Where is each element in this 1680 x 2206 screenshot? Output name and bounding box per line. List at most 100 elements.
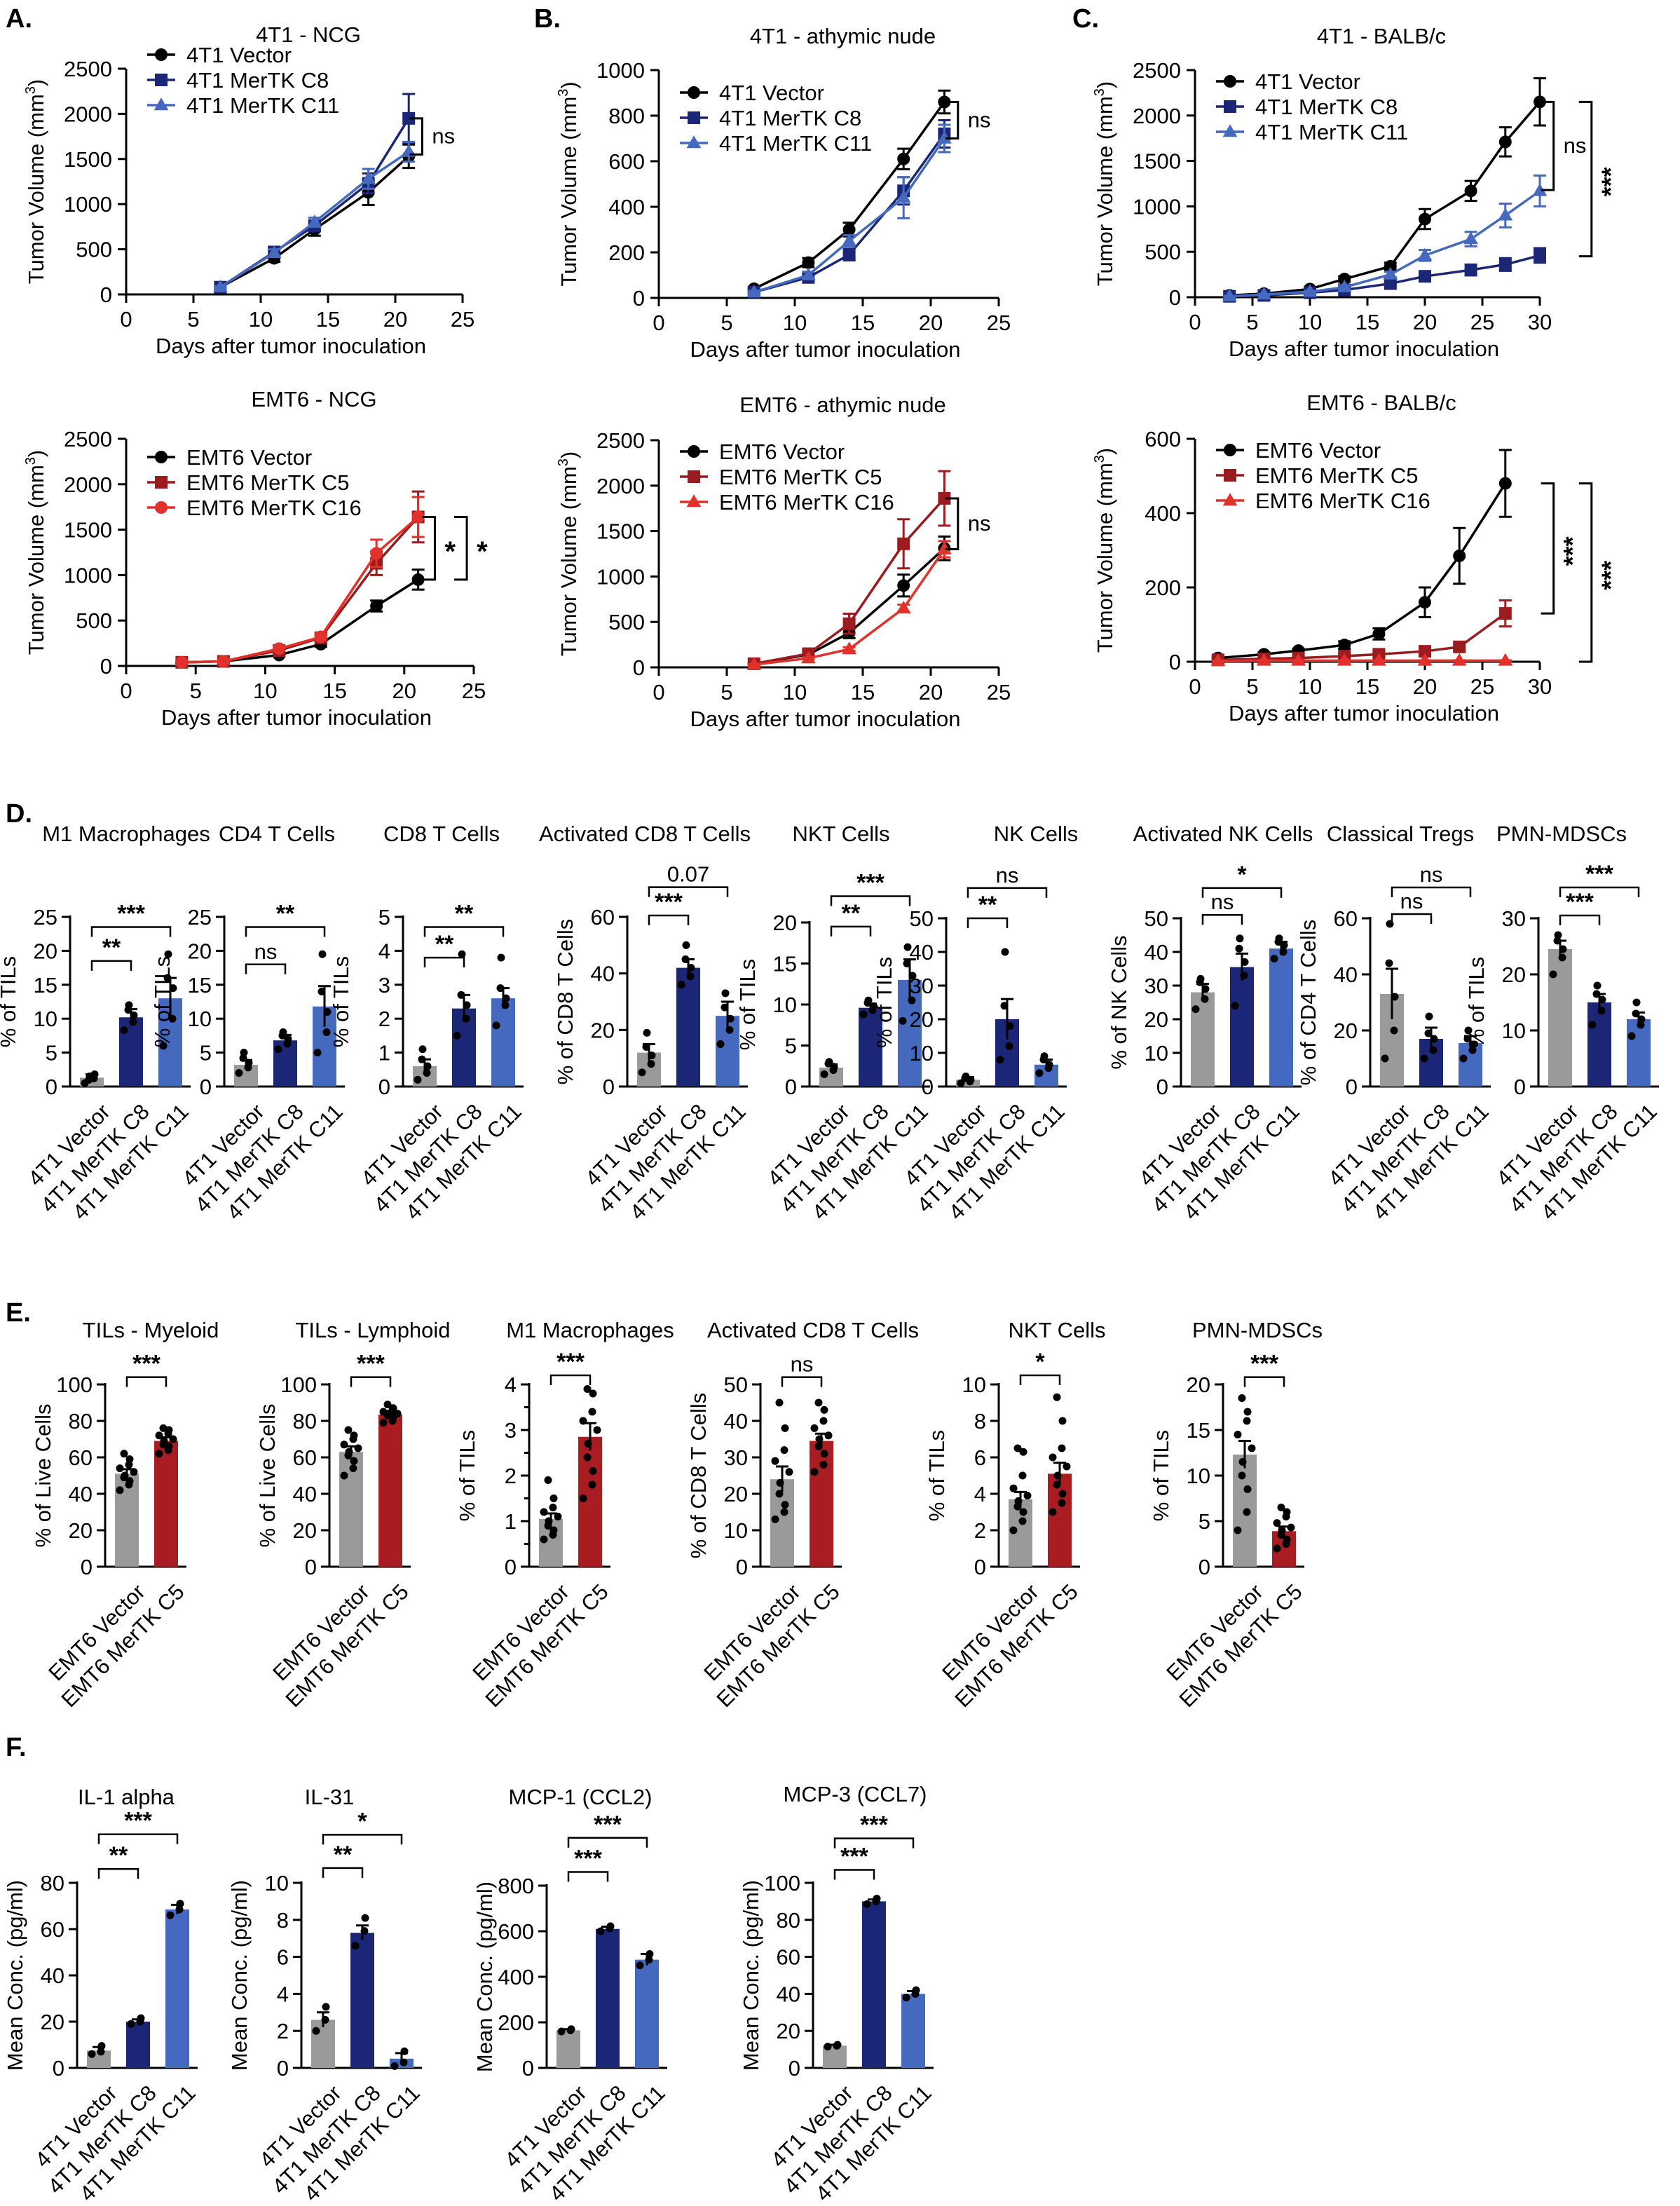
x-tick-label: 15 xyxy=(1355,310,1379,334)
bracket-line xyxy=(833,1869,875,1880)
data-point xyxy=(125,1477,134,1485)
bracket-line xyxy=(781,1376,823,1387)
data-point xyxy=(1014,1497,1023,1505)
x-axis-label: Days after tumor inoculation xyxy=(161,705,432,730)
legend-marker xyxy=(688,111,700,124)
data-point xyxy=(549,1504,557,1511)
panel-label-b: B. xyxy=(534,4,561,34)
y-tick-label: 400 xyxy=(608,195,645,219)
x-tick-label: 0 xyxy=(1189,310,1201,334)
data-point xyxy=(1337,653,1352,666)
data-point xyxy=(127,2020,135,2028)
y-tick-label: 40 xyxy=(1145,940,1168,965)
significance-label: ** xyxy=(978,892,997,918)
data-point xyxy=(497,953,505,962)
legend-label: 4T1 Vector xyxy=(1255,69,1360,94)
data-point xyxy=(217,655,230,668)
bracket-line xyxy=(245,926,326,937)
bracket-line xyxy=(350,1376,392,1387)
significance-label: *** xyxy=(655,889,683,915)
significance-label: *** xyxy=(556,1349,585,1375)
y-tick-label: 4 xyxy=(378,939,390,963)
y-tick-label: 800 xyxy=(608,104,645,128)
bracket-line xyxy=(648,914,690,925)
data-point xyxy=(86,1072,94,1080)
y-tick-label: 40 xyxy=(777,1982,800,2006)
legend-label: EMT6 Vector xyxy=(186,445,312,470)
y-axis-label: % of TILs xyxy=(455,1430,479,1521)
data-point xyxy=(1006,1022,1014,1030)
y-tick-label: 20 xyxy=(910,1007,934,1032)
data-point xyxy=(819,1417,828,1425)
y-tick-label: 2500 xyxy=(64,427,112,451)
data-point xyxy=(97,2042,106,2050)
data-point xyxy=(389,1404,397,1412)
data-point xyxy=(775,1490,784,1498)
bar xyxy=(378,1414,402,1567)
chart-title: Classical Tregs xyxy=(1327,822,1474,846)
data-point xyxy=(554,1513,562,1520)
y-tick-label: 1500 xyxy=(1133,149,1181,174)
y-tick-label: 0 xyxy=(1346,1075,1358,1099)
data-point xyxy=(1452,653,1467,666)
bar xyxy=(126,2022,150,2068)
y-tick-label: 30 xyxy=(1145,974,1168,998)
data-point xyxy=(349,1464,357,1473)
y-tick-label: 0 xyxy=(1169,650,1181,674)
y-tick-label: 1000 xyxy=(596,58,645,83)
x-tick-label: 20 xyxy=(1413,674,1437,699)
significance-bracket: ** xyxy=(830,900,872,937)
bracket-line xyxy=(1578,482,1593,663)
bar xyxy=(1048,1473,1072,1567)
x-tick-label: 10 xyxy=(1298,310,1322,334)
chart-title: 4T1 - BALB/c xyxy=(1317,24,1446,48)
y-tick-label: 0 xyxy=(378,1075,390,1099)
data-point xyxy=(1035,1069,1044,1077)
chart-title: 4T1 - NCG xyxy=(256,22,361,47)
significance-bracket: * xyxy=(1201,862,1283,898)
significance-bracket: *** xyxy=(1541,482,1587,615)
data-point xyxy=(1419,645,1431,658)
y-tick-label: 60 xyxy=(293,1445,317,1470)
data-point xyxy=(383,1401,392,1409)
legend-label: EMT6 Vector xyxy=(719,440,845,464)
data-point xyxy=(686,972,695,981)
data-point xyxy=(1464,264,1477,277)
data-point xyxy=(902,1994,910,2002)
x-tick-label: 5 xyxy=(721,311,732,335)
y-tick-label: 0 xyxy=(100,282,112,307)
data-point xyxy=(771,1457,779,1465)
data-point xyxy=(418,1055,426,1063)
legend-marker xyxy=(155,451,168,463)
data-point xyxy=(1592,990,1601,998)
bracket-line xyxy=(1391,913,1433,924)
y-tick-label: 20 xyxy=(34,939,57,963)
y-axis-label: % of Live Cells xyxy=(31,1403,55,1547)
data-point xyxy=(97,2048,105,2056)
data-point xyxy=(1210,653,1226,667)
data-point xyxy=(492,1021,500,1030)
x-tick-label: 5 xyxy=(187,307,199,332)
significance-bracket: * xyxy=(322,1808,403,1845)
significance-label: ns xyxy=(996,863,1019,887)
significance-label: *** xyxy=(117,901,145,927)
data-point xyxy=(873,1894,881,1902)
data-point xyxy=(583,1453,592,1462)
data-point xyxy=(899,1016,907,1025)
y-axis-label: Tumor Volume (mm3) xyxy=(23,450,48,655)
significance-bracket: *** xyxy=(648,889,690,925)
data-point xyxy=(1275,934,1283,943)
x-tick-label: 25 xyxy=(451,307,474,332)
data-point xyxy=(314,630,327,644)
data-point xyxy=(1464,1026,1473,1035)
data-point xyxy=(1287,1523,1295,1532)
x-tick-label: 15 xyxy=(851,680,875,704)
data-point xyxy=(962,1073,970,1081)
significance-bracket: *** xyxy=(97,1808,179,1844)
bar xyxy=(491,998,515,1087)
data-point xyxy=(411,573,425,586)
y-tick-label: 50 xyxy=(724,1373,748,1397)
